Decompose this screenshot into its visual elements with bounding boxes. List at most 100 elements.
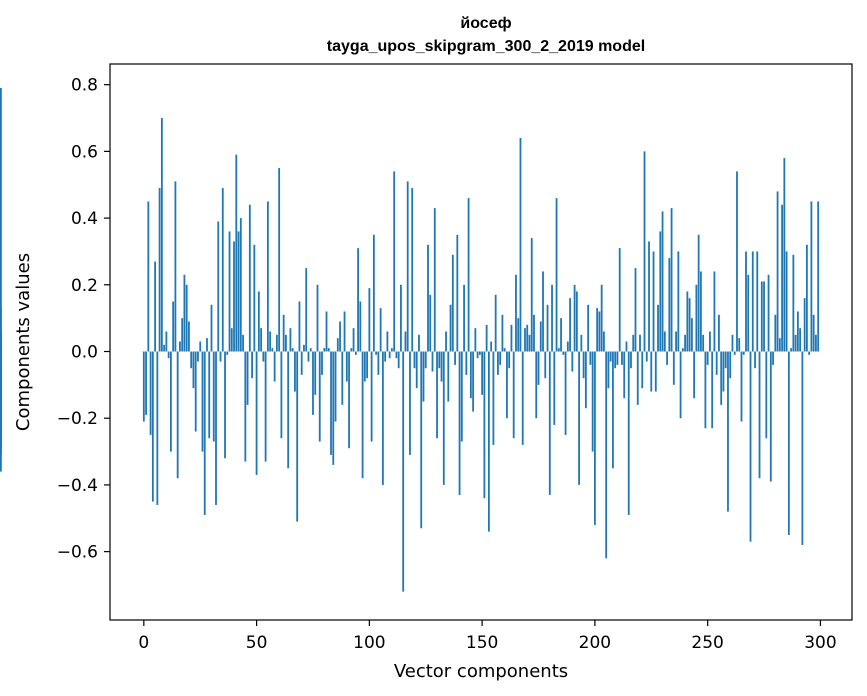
x-tick-label: 0 <box>138 633 149 653</box>
bar <box>215 351 217 505</box>
bar <box>503 348 506 352</box>
bar <box>774 314 777 352</box>
bar <box>564 351 567 435</box>
bar <box>0 351 2 405</box>
bar <box>785 251 788 352</box>
bar <box>573 284 576 352</box>
bar <box>278 168 281 352</box>
bar <box>411 188 414 352</box>
bar <box>199 341 202 352</box>
bar <box>808 351 811 355</box>
bar <box>544 351 547 379</box>
bar <box>645 351 648 362</box>
bar <box>697 234 700 352</box>
bar <box>512 351 515 439</box>
bar <box>699 271 702 352</box>
y-axis-ticks: −0.6 −0.4 −0.2 0.0 0.2 0.4 0.6 0.8 <box>57 76 110 563</box>
bar <box>282 314 285 352</box>
bar <box>636 351 639 405</box>
bar <box>393 171 396 352</box>
bar <box>251 351 253 379</box>
bar <box>537 351 540 385</box>
bar <box>736 171 738 352</box>
bar <box>0 88 2 352</box>
bar <box>289 328 292 352</box>
bar <box>431 351 434 372</box>
bar <box>584 351 587 409</box>
bar <box>641 351 644 389</box>
bar <box>0 351 2 365</box>
bar <box>778 338 781 352</box>
bar <box>253 244 256 352</box>
bar <box>330 351 332 455</box>
bar <box>713 271 716 352</box>
bar <box>765 351 768 439</box>
bar <box>145 351 147 415</box>
x-axis-ticks: 0 50 100 150 200 250 300 <box>138 620 837 653</box>
bar <box>226 351 229 355</box>
x-tick-label: 100 <box>353 633 385 653</box>
bar <box>230 328 233 352</box>
bar <box>377 351 380 375</box>
bar-series <box>0 88 820 592</box>
bar <box>526 324 529 352</box>
bar <box>803 298 806 352</box>
bar <box>363 351 366 382</box>
bar <box>756 251 759 352</box>
bar <box>298 301 301 352</box>
bar <box>684 334 686 352</box>
bar <box>695 284 698 352</box>
bar <box>794 334 797 352</box>
bar <box>515 274 517 352</box>
bar <box>812 314 815 352</box>
bar <box>474 328 477 352</box>
bar <box>327 348 330 352</box>
y-tick-label: 0.8 <box>71 76 98 96</box>
bar <box>650 351 653 392</box>
bar <box>172 301 175 352</box>
bar <box>643 151 646 352</box>
bar <box>688 298 691 352</box>
bar <box>449 304 452 352</box>
bar <box>332 351 335 465</box>
bar <box>436 351 438 439</box>
bar <box>681 348 684 352</box>
bar <box>718 314 720 352</box>
bar <box>224 351 226 459</box>
bar <box>354 351 357 355</box>
bar <box>693 351 696 399</box>
bar <box>445 331 447 352</box>
bar <box>275 334 278 352</box>
bar <box>715 351 718 375</box>
bar <box>528 334 531 352</box>
bar <box>733 351 736 355</box>
bar <box>307 351 310 362</box>
bar <box>442 351 445 485</box>
bar <box>508 351 511 369</box>
bar <box>553 351 556 425</box>
bar <box>192 351 195 389</box>
bar <box>154 261 156 352</box>
bar <box>381 351 384 485</box>
bar <box>539 321 542 352</box>
bar <box>379 308 382 352</box>
bar <box>706 351 709 365</box>
bar <box>244 351 247 462</box>
bar <box>372 234 375 352</box>
bar <box>456 234 459 352</box>
y-tick-label: −0.2 <box>57 409 98 429</box>
bar <box>634 268 637 352</box>
bar <box>817 201 820 352</box>
bar <box>303 344 305 352</box>
bar <box>672 351 675 385</box>
bar <box>386 331 389 352</box>
y-tick-label: 0.2 <box>71 276 98 296</box>
bar <box>607 351 610 389</box>
bar <box>318 351 321 442</box>
bar <box>291 348 294 352</box>
bar <box>729 351 732 379</box>
bar <box>709 331 711 352</box>
bar <box>530 238 533 352</box>
bar <box>427 244 429 352</box>
